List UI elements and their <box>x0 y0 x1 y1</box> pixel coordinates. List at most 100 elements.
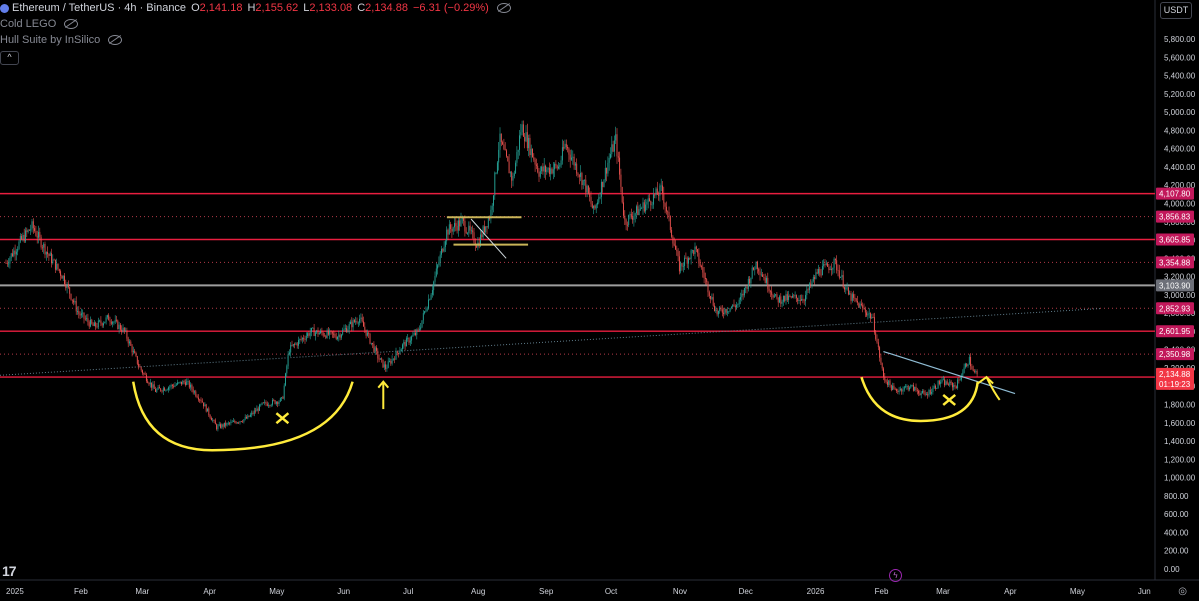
candle-body <box>867 313 869 316</box>
descending-trendline[interactable] <box>883 350 1016 395</box>
candle-body <box>776 294 778 298</box>
candle-body <box>742 293 744 296</box>
candle-body <box>922 390 923 393</box>
candle-body <box>162 388 164 392</box>
candle-body <box>426 308 428 311</box>
candle-body <box>199 399 201 401</box>
candle-body <box>615 134 617 141</box>
candle-body <box>936 388 938 389</box>
candle-body <box>642 202 644 209</box>
candle-body <box>881 363 883 369</box>
candle-body <box>415 332 416 335</box>
candle-body <box>387 361 389 368</box>
drawing-descending-line[interactable] <box>470 218 507 259</box>
candle-body <box>195 391 197 396</box>
long-dotted-trendline[interactable] <box>0 308 1101 376</box>
candle-body <box>470 230 472 232</box>
candle-body <box>966 363 968 367</box>
candle-body <box>608 157 610 163</box>
candle-body <box>568 148 570 155</box>
candle-body <box>140 367 142 371</box>
candle-body <box>53 259 55 261</box>
candle-body <box>207 408 208 412</box>
candle-body <box>728 311 730 313</box>
indicator-row[interactable]: Cold LEGO <box>0 16 511 32</box>
candle-body <box>654 194 656 196</box>
candle-body <box>255 410 257 412</box>
lightning-icon[interactable]: ϟ <box>889 569 902 582</box>
candle-body <box>313 327 315 336</box>
candle-body <box>838 270 840 278</box>
visibility-eye-icon[interactable] <box>64 19 79 29</box>
settings-gear-icon[interactable]: ◎ <box>1178 586 1187 597</box>
current-price-text: 2,134.88 <box>1159 370 1191 379</box>
candle-body <box>901 388 903 392</box>
candle-body <box>392 358 394 360</box>
candle-body <box>884 376 886 381</box>
candle-body <box>227 422 229 424</box>
candle-body <box>651 204 653 206</box>
candle-body <box>220 424 221 428</box>
candle-body <box>558 166 559 169</box>
candle-body <box>543 165 545 172</box>
candle-body <box>144 373 146 375</box>
candle-body <box>767 277 769 289</box>
currency-selector[interactable]: USDT <box>1160 2 1192 19</box>
yellow-up-arrow-left-head[interactable] <box>377 380 390 389</box>
price-tick-label: 3,000.00 <box>1164 291 1196 300</box>
candle-body <box>803 300 805 302</box>
candle-body <box>200 399 202 402</box>
candle-body <box>723 312 725 314</box>
candle-body <box>326 330 328 338</box>
candle-body <box>621 186 623 203</box>
candle-body <box>732 304 734 308</box>
candle-body <box>502 142 504 145</box>
yellow-u-curve-right[interactable] <box>860 376 979 423</box>
visibility-eye-icon[interactable] <box>496 3 511 13</box>
candle-body <box>18 241 20 249</box>
candle-body <box>638 209 640 216</box>
indicator-label-cold-lego[interactable]: Cold LEGO <box>0 18 57 30</box>
candle-body <box>262 402 264 404</box>
candle-body <box>736 304 738 308</box>
candle-body <box>439 254 441 263</box>
candle-body <box>806 289 808 296</box>
yellow-cross-right-b[interactable] <box>942 393 957 406</box>
candle-body <box>750 277 752 284</box>
tradingview-logo[interactable]: 17 <box>2 563 17 579</box>
candle-body <box>44 243 46 255</box>
visibility-eye-icon[interactable] <box>108 35 123 45</box>
candle-body <box>370 342 372 344</box>
candle-body <box>858 302 860 308</box>
candle-body <box>325 335 327 338</box>
candle-body <box>21 236 23 240</box>
candle-body <box>265 402 267 404</box>
candle-body <box>253 410 255 414</box>
candle-body <box>643 202 645 212</box>
level-price-badge-text: 3,605.85 <box>1159 235 1191 244</box>
yellow-arrow-right-head[interactable] <box>977 375 994 385</box>
price-tick-label: 5,600.00 <box>1164 53 1196 62</box>
candle-body <box>834 258 836 261</box>
candle-body <box>910 385 912 388</box>
candle-body <box>114 319 116 323</box>
indicator-label-hull-suite[interactable]: Hull Suite by InSilico <box>0 34 101 46</box>
candle-body <box>825 263 827 265</box>
symbol-title[interactable]: Ethereum / TetherUS · 4h · Binance <box>12 2 187 14</box>
candle-body <box>828 266 830 271</box>
indicator-row[interactable]: Hull Suite by InSilico <box>0 32 511 48</box>
candle-body <box>628 214 630 225</box>
symbol-row[interactable]: Ethereum / TetherUS · 4h · Binance O 2,14… <box>0 0 511 16</box>
yellow-cross-left-b[interactable] <box>275 412 290 425</box>
candle-body <box>447 229 449 235</box>
collapse-legend-button[interactable]: ^ <box>0 51 19 65</box>
candle-body <box>32 221 34 229</box>
candle-body <box>963 367 965 373</box>
candle-body <box>84 318 86 320</box>
yellow-u-curve-left[interactable] <box>131 381 354 452</box>
candle-body <box>204 404 206 407</box>
candle-body <box>671 229 673 237</box>
candle-body <box>246 417 247 419</box>
